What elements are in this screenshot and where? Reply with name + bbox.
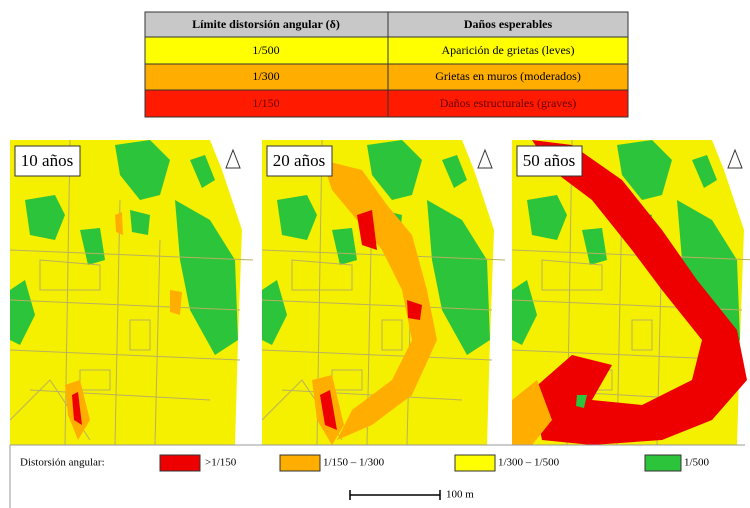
legend-item: 1/300 – 1/500 xyxy=(498,457,560,469)
scale-bar xyxy=(350,490,440,500)
legend-item: 1/500 xyxy=(684,457,710,469)
map-panel xyxy=(262,140,505,445)
cell: 1/150 xyxy=(252,96,279,110)
cell: Aparición de grietas (leves) xyxy=(442,43,575,57)
cell: Grietas en muros (moderados) xyxy=(435,69,581,83)
damage-table: Límite distorsión angular (δ) Daños espe… xyxy=(145,12,628,117)
map-panel xyxy=(512,140,750,445)
scale-label: 100 m xyxy=(446,489,474,501)
panel-label: 20 años xyxy=(273,151,325,170)
map-panel xyxy=(10,140,253,445)
legend-item: >1/150 xyxy=(205,457,237,469)
figure: Límite distorsión angular (δ) Daños espe… xyxy=(0,0,750,508)
header-cell: Daños esperables xyxy=(464,17,553,31)
legend-item: 1/150 – 1/300 xyxy=(323,457,385,469)
cell: Daños estructurales (graves) xyxy=(440,96,577,110)
legend: Distorsión angular: >1/150 1/150 – 1/300… xyxy=(10,445,745,508)
cell: 1/500 xyxy=(252,43,279,57)
cell: 1/300 xyxy=(252,69,279,83)
panel-label: 50 años xyxy=(523,151,575,170)
header-cell: Límite distorsión angular (δ) xyxy=(192,17,340,31)
panel-label: 10 años xyxy=(21,151,73,170)
legend-title: Distorsión angular: xyxy=(20,457,105,469)
